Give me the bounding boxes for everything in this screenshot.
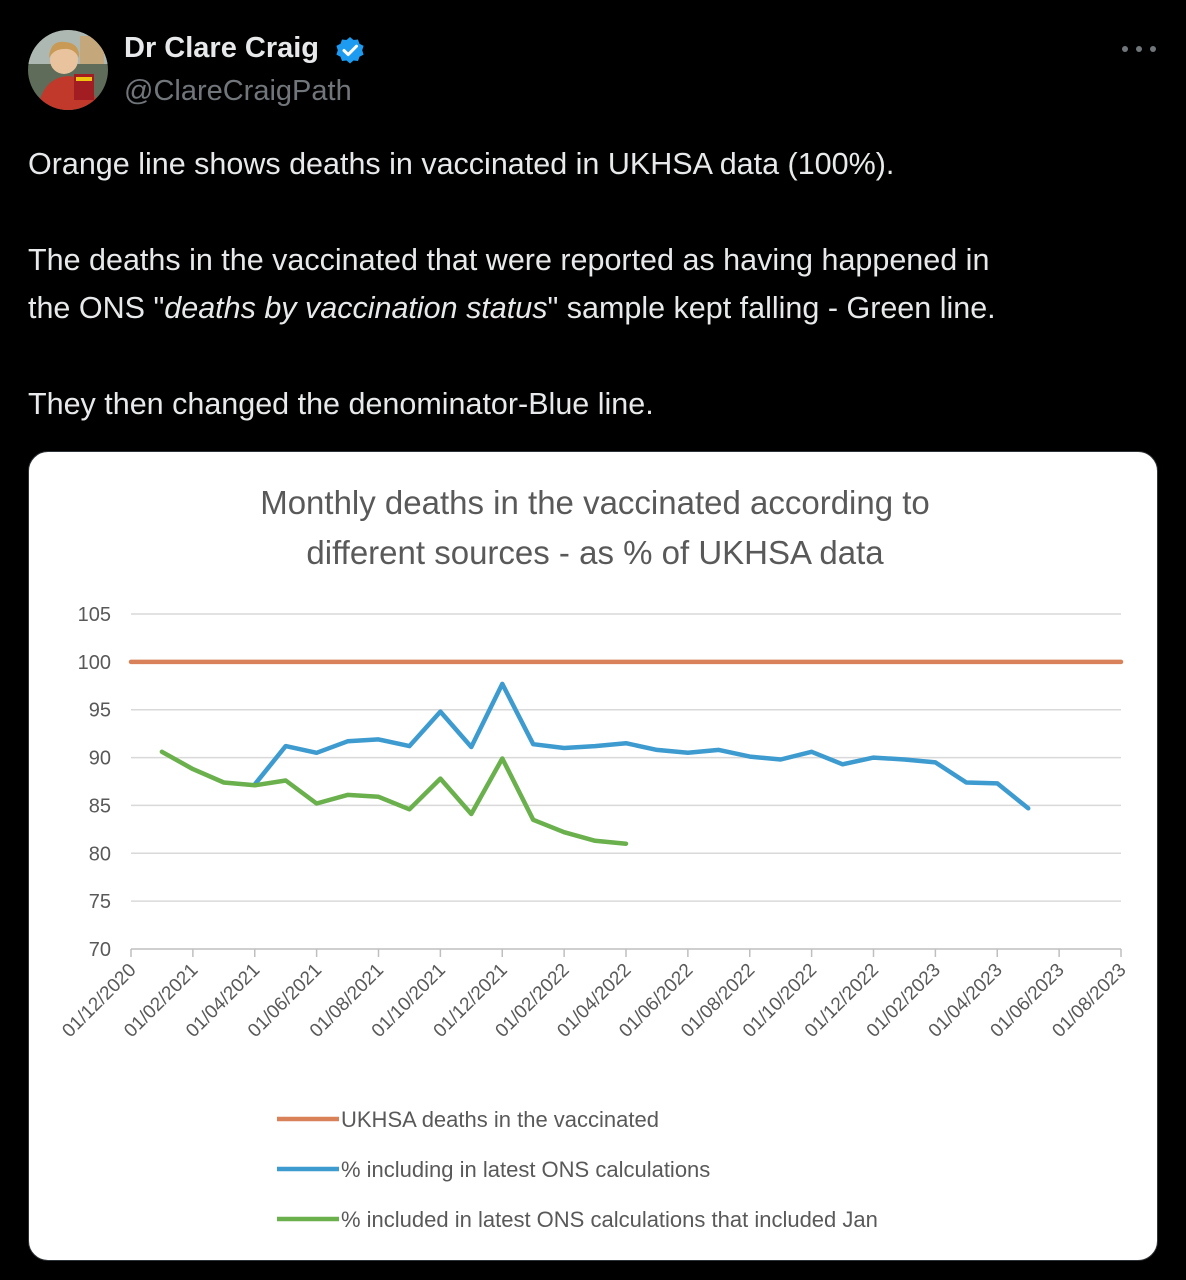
x-axis-ticks: 01/12/202001/02/202101/04/202101/06/2021… <box>58 949 1131 1042</box>
chart-series <box>128 659 1124 846</box>
author-handle[interactable]: @ClareCraigPath <box>124 75 352 107</box>
y-tick-label: 85 <box>89 795 111 817</box>
y-tick-label: 90 <box>89 748 111 770</box>
y-tick-label: 70 <box>89 939 111 961</box>
avatar[interactable] <box>28 30 108 110</box>
series-line-2 <box>252 681 1031 811</box>
tweet-paragraph-2-line-2: the ONS "deaths by vaccination status" s… <box>28 284 1158 332</box>
verified-badge-icon <box>334 35 366 67</box>
legend-label-3: % included in latest ONS calculations th… <box>341 1207 878 1232</box>
chart-title: Monthly deaths in the vaccinated accordi… <box>260 484 930 571</box>
tweet-paragraph-3: They then changed the denominator-Blue l… <box>28 387 654 421</box>
chart-legend: UKHSA deaths in the vaccinated % includin… <box>277 1107 878 1232</box>
series-line-3 <box>159 749 629 846</box>
tweet-text-segment: the ONS " <box>28 291 165 325</box>
tweet-italic-phrase: deaths by vaccination status <box>164 291 548 325</box>
y-tick-label: 105 <box>78 604 111 626</box>
chart-title-line-2: different sources - as % of UKHSA data <box>306 534 884 571</box>
y-tick-label: 100 <box>78 652 111 674</box>
tweet-media-chart[interactable]: Monthly deaths in the vaccinated accordi… <box>28 451 1158 1261</box>
y-tick-label: 95 <box>89 700 111 722</box>
y-tick-label: 75 <box>89 891 111 913</box>
tweet-text-segment: " sample kept falling - Green line. <box>547 291 996 325</box>
tweet-paragraph-2-line-1: The deaths in the vaccinated that were r… <box>28 243 990 277</box>
tweet-text: Orange line shows deaths in vaccinated i… <box>28 140 1158 428</box>
y-axis-ticks: 105 100 95 90 85 80 75 70 <box>78 604 111 961</box>
line-chart: Monthly deaths in the vaccinated accordi… <box>58 484 1131 1232</box>
y-tick-label: 80 <box>89 843 111 865</box>
more-options-icon[interactable] <box>1122 34 1156 64</box>
author-name[interactable]: Dr Clare Craig <box>124 32 320 64</box>
legend-label-1: UKHSA deaths in the vaccinated <box>341 1107 659 1132</box>
chart-title-line-1: Monthly deaths in the vaccinated accordi… <box>260 484 930 521</box>
tweet-paragraph-1: Orange line shows deaths in vaccinated i… <box>28 147 895 181</box>
legend-label-2: % including in latest ONS calculations <box>341 1157 710 1182</box>
